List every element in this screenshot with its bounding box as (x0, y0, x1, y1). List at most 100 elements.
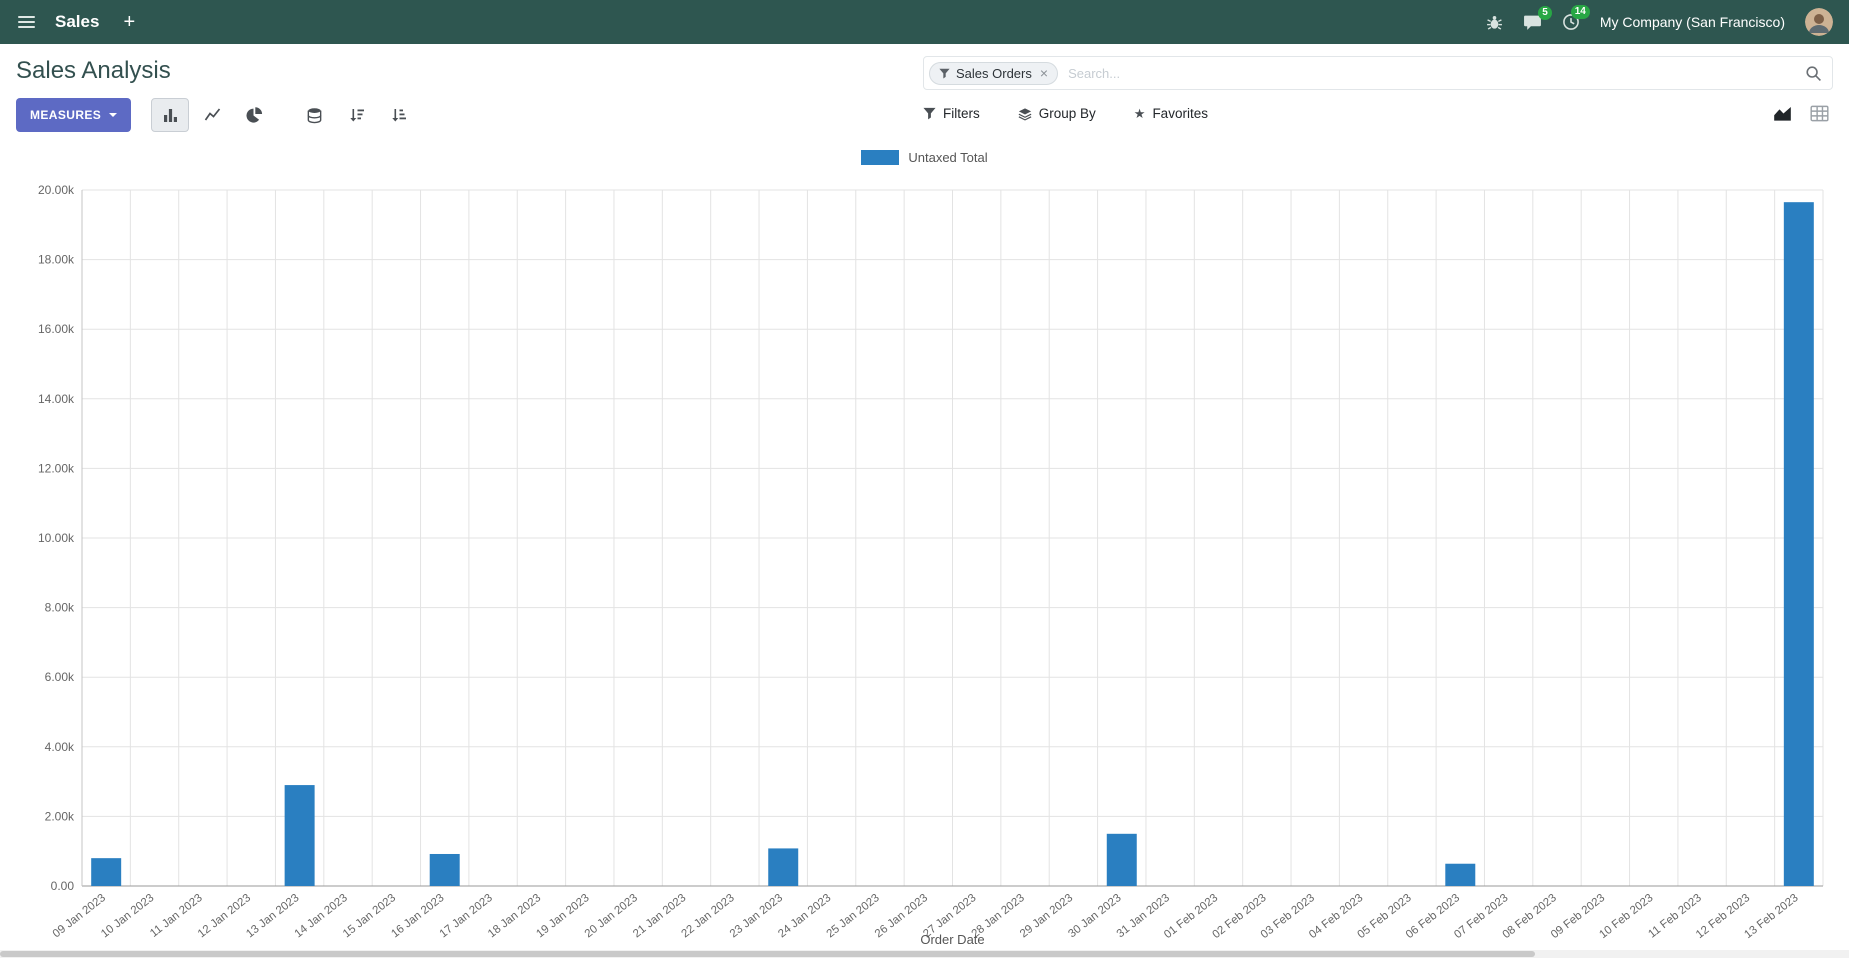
pivot-grid-icon (1810, 105, 1829, 122)
scrollbar-thumb[interactable] (0, 951, 1535, 957)
svg-text:21 Jan 2023: 21 Jan 2023 (631, 892, 688, 940)
sort-descending-icon (350, 109, 364, 122)
svg-text:25 Jan 2023: 25 Jan 2023 (825, 892, 882, 940)
horizontal-scrollbar[interactable] (0, 950, 1849, 958)
filter-group: Filters Group By ★ Favorites (923, 106, 1208, 121)
svg-text:10.00k: 10.00k (38, 531, 75, 545)
svg-text:23 Jan 2023: 23 Jan 2023 (728, 892, 785, 940)
svg-text:30 Jan 2023: 30 Jan 2023 (1066, 892, 1123, 940)
pivot-view-button[interactable] (1806, 101, 1833, 126)
chart-area: Untaxed Total 0.00 2.00k 4.00k 6.00k 8.00k 10… (0, 142, 1849, 950)
chart-bar[interactable] (429, 853, 460, 886)
svg-text:14.00k: 14.00k (38, 392, 75, 406)
control-panel: Sales Analysis MEASURES (0, 44, 1849, 142)
chart-legend[interactable]: Untaxed Total (16, 144, 1833, 170)
svg-text:22 Jan 2023: 22 Jan 2023 (679, 892, 736, 940)
sales-bar-chart[interactable]: 0.00 2.00k 4.00k 6.00k 8.00k 10.00k 12.00k 14.0… (16, 170, 1833, 950)
search-bar[interactable]: Sales Orders × (923, 56, 1833, 90)
svg-text:24 Jan 2023: 24 Jan 2023 (776, 892, 833, 940)
stacked-icon (307, 107, 322, 123)
svg-text:19 Jan 2023: 19 Jan 2023 (534, 892, 591, 940)
sort-ascending-button[interactable] (379, 98, 417, 132)
messages-badge: 5 (1538, 5, 1552, 20)
systray: 5 14 My Company (San Francisco) (1486, 5, 1833, 36)
app-name[interactable]: Sales (55, 12, 100, 31)
svg-text:29 Jan 2023: 29 Jan 2023 (1018, 892, 1075, 940)
facet-remove-button[interactable]: × (1039, 65, 1049, 81)
bar-chart-button[interactable] (151, 98, 190, 132)
graph-toolbar: MEASURES (16, 98, 417, 132)
svg-text:0.00: 0.00 (51, 879, 75, 893)
pie-chart-button[interactable] (235, 98, 273, 132)
pie-chart-icon (246, 107, 262, 123)
group-by-button[interactable]: Group By (1018, 106, 1096, 121)
chart-bar[interactable] (768, 848, 799, 886)
svg-text:20 Jan 2023: 20 Jan 2023 (583, 892, 640, 940)
hamburger-icon (18, 16, 35, 18)
legend-swatch (861, 149, 900, 165)
chart-bar[interactable] (284, 785, 315, 886)
legend-label: Untaxed Total (908, 149, 988, 165)
graph-view-button[interactable] (1769, 101, 1796, 126)
area-chart-icon (1774, 106, 1791, 121)
svg-text:13 Jan 2023: 13 Jan 2023 (244, 892, 301, 940)
sort-descending-button[interactable] (337, 98, 375, 132)
favorites-button[interactable]: ★ Favorites (1133, 106, 1208, 121)
search-facet[interactable]: Sales Orders × (929, 61, 1059, 85)
facet-label: Sales Orders (956, 65, 1032, 81)
measures-button[interactable]: MEASURES (16, 98, 132, 132)
activities-button[interactable]: 14 (1562, 5, 1590, 31)
navbar-left: Sales + (16, 10, 141, 34)
svg-text:18 Jan 2023: 18 Jan 2023 (486, 892, 543, 940)
sort-ascending-icon (392, 109, 406, 122)
debug-button[interactable] (1486, 14, 1503, 31)
search-icon (1806, 65, 1821, 81)
svg-text:16.00k: 16.00k (38, 322, 75, 336)
search-options-row: Filters Group By ★ Favorites (923, 101, 1833, 126)
svg-text:09 Jan 2023: 09 Jan 2023 (51, 892, 108, 940)
filter-icon (939, 68, 950, 78)
filter-icon (923, 107, 936, 120)
user-menu-button[interactable] (1805, 8, 1833, 36)
svg-text:13 Feb 2023: 13 Feb 2023 (1742, 892, 1800, 941)
chart-bar[interactable] (91, 858, 122, 886)
svg-text:10 Jan 2023: 10 Jan 2023 (99, 892, 156, 940)
svg-text:15 Jan 2023: 15 Jan 2023 (341, 892, 398, 940)
plus-button[interactable]: + (117, 10, 141, 34)
svg-text:12.00k: 12.00k (38, 461, 75, 475)
activities-badge: 14 (1570, 5, 1590, 19)
svg-text:8.00k: 8.00k (45, 601, 75, 615)
svg-text:4.00k: 4.00k (45, 740, 75, 754)
stacked-toggle-button[interactable] (295, 98, 333, 132)
company-switcher[interactable]: My Company (San Francisco) (1599, 14, 1785, 30)
chart-bar[interactable] (1106, 833, 1137, 886)
svg-text:18.00k: 18.00k (38, 253, 75, 267)
svg-text:2.00k: 2.00k (45, 809, 75, 823)
bug-icon (1486, 15, 1502, 30)
search-input[interactable] (1058, 65, 1805, 81)
page-title: Sales Analysis (16, 57, 171, 84)
top-navbar: Sales + 5 14 My Company (San Francisco) (0, 0, 1849, 44)
user-avatar (1805, 8, 1833, 36)
filters-button[interactable]: Filters (923, 106, 980, 121)
svg-text:Order Date: Order Date (920, 932, 984, 947)
control-panel-right: Sales Orders × Filters (923, 56, 1833, 126)
chat-bubble-icon (1523, 15, 1541, 30)
chart-bar[interactable] (1783, 202, 1814, 886)
svg-text:17 Jan 2023: 17 Jan 2023 (438, 892, 495, 940)
layers-icon (1018, 107, 1032, 121)
bar-chart-icon (163, 109, 177, 122)
search-button[interactable] (1805, 65, 1822, 82)
chart-bar[interactable] (1445, 863, 1476, 886)
svg-text:16 Jan 2023: 16 Jan 2023 (389, 892, 446, 940)
apps-menu-button[interactable] (16, 12, 37, 32)
svg-text:10 Feb 2023: 10 Feb 2023 (1597, 892, 1655, 941)
view-switcher (1769, 101, 1833, 126)
star-icon: ★ (1133, 106, 1146, 121)
svg-text:14 Jan 2023: 14 Jan 2023 (293, 892, 350, 940)
line-chart-button[interactable] (193, 98, 231, 132)
svg-text:12 Jan 2023: 12 Jan 2023 (196, 892, 253, 940)
control-panel-left: Sales Analysis MEASURES (16, 56, 417, 132)
chevron-down-icon (109, 113, 118, 117)
messages-button[interactable]: 5 (1523, 5, 1552, 31)
